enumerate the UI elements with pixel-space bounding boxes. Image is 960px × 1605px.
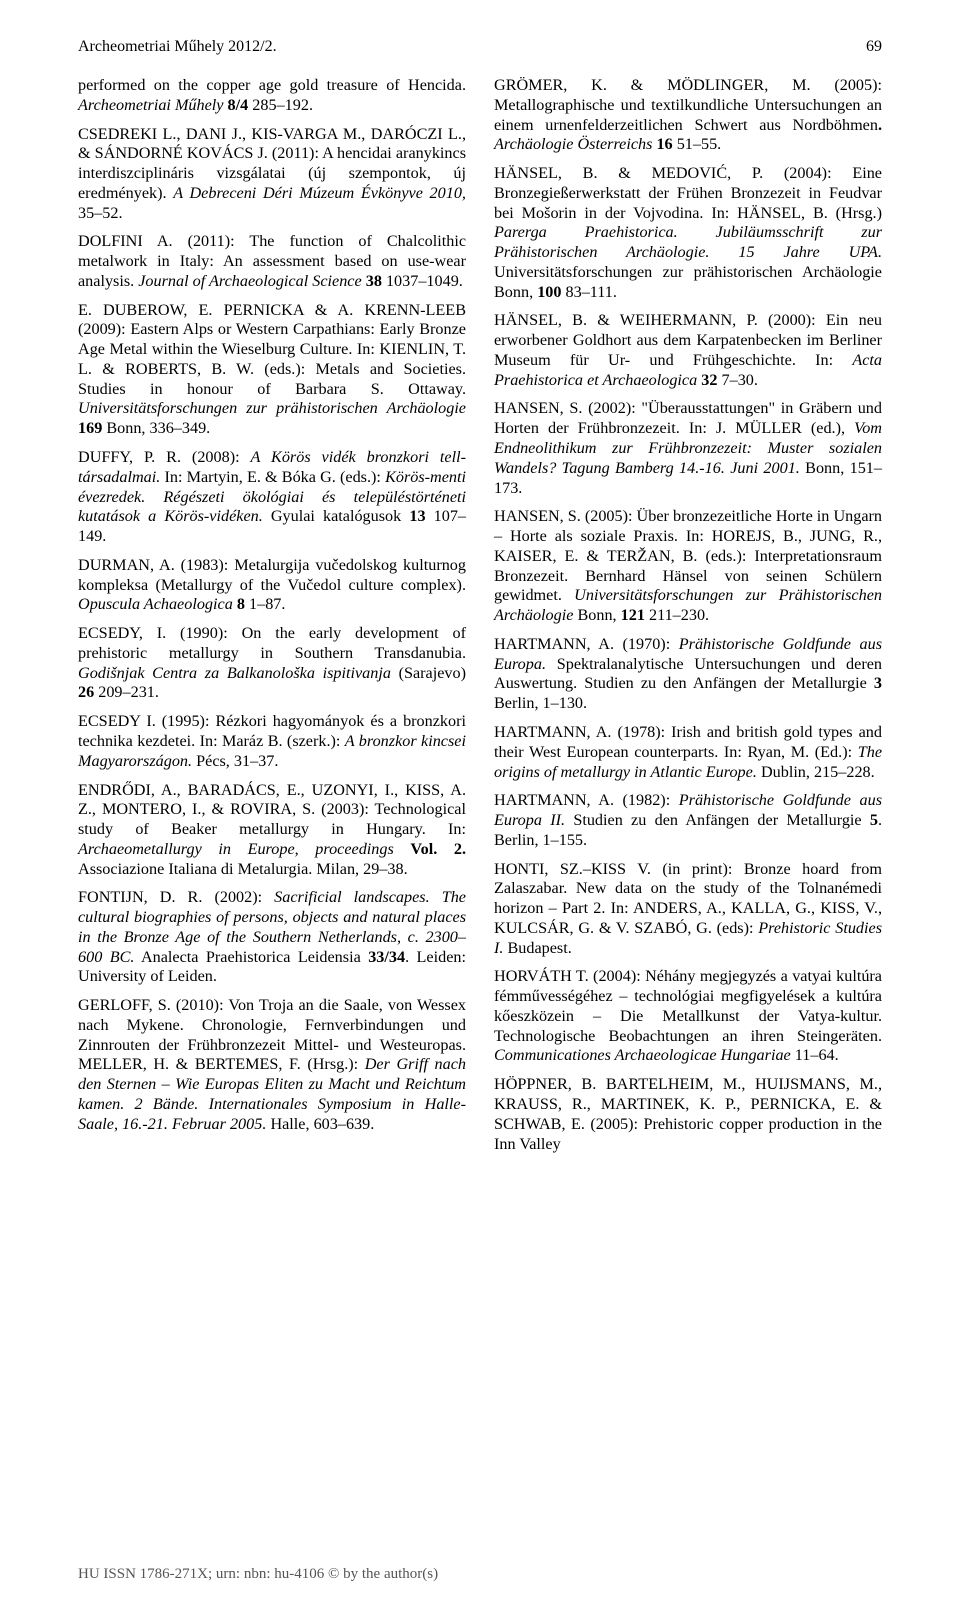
reference-entry: performed on the copper age gold treasur… bbox=[78, 76, 466, 116]
reference-entry: DOLFINI A. (2011): The function of Chalc… bbox=[78, 232, 466, 291]
reference-entry: HÖPPNER, B. BARTELHEIM, M., HUIJSMANS, M… bbox=[494, 1075, 882, 1154]
reference-entry: DURMAN, A. (1983): Metalurgija vučedolsk… bbox=[78, 556, 466, 615]
reference-entry: HANSEN, S. (2005): Über bronzezeitliche … bbox=[494, 507, 882, 626]
reference-entry: FONTIJN, D. R. (2002): Sacrificial lands… bbox=[78, 888, 466, 987]
reference-entry: DUFFY, P. R. (2008): A Körös vidék bronz… bbox=[78, 448, 466, 547]
reference-entry: HORVÁTH T. (2004): Néhány megjegyzés a v… bbox=[494, 967, 882, 1066]
right-column: GRÖMER, K. & MÖDLINGER, M. (2005): Metal… bbox=[494, 76, 882, 1163]
reference-entry: CSEDREKI L., DANI J., KIS-VARGA M., DARÓ… bbox=[78, 125, 466, 224]
page-number: 69 bbox=[866, 38, 882, 56]
reference-entry: E. DUBEROW, E. PERNICKA & A. KRENN-LEEB … bbox=[78, 301, 466, 439]
left-column: performed on the copper age gold treasur… bbox=[78, 76, 466, 1163]
reference-entry: GERLOFF, S. (2010): Von Troja an die Saa… bbox=[78, 996, 466, 1134]
header-left: Archeometriai Műhely 2012/2. bbox=[78, 38, 277, 56]
reference-entry: HARTMANN, A. (1982): Prähistorische Gold… bbox=[494, 791, 882, 850]
reference-entry: HÄNSEL, B. & MEDOVIĆ, P. (2004): Eine Br… bbox=[494, 164, 882, 302]
reference-entry: HARTMANN, A. (1978): Irish and british g… bbox=[494, 723, 882, 782]
reference-entry: HANSEN, S. (2002): "Überausstattungen" i… bbox=[494, 399, 882, 498]
reference-entry: ECSEDY, I. (1990): On the early developm… bbox=[78, 624, 466, 703]
running-header: Archeometriai Műhely 2012/2. 69 bbox=[78, 38, 882, 56]
reference-entry: ECSEDY I. (1995): Rézkori hagyományok és… bbox=[78, 712, 466, 771]
reference-entry: HÄNSEL, B. & WEIHERMANN, P. (2000): Ein … bbox=[494, 311, 882, 390]
reference-entry: GRÖMER, K. & MÖDLINGER, M. (2005): Metal… bbox=[494, 76, 882, 155]
page: Archeometriai Műhely 2012/2. 69 performe… bbox=[0, 0, 960, 1605]
text-columns: performed on the copper age gold treasur… bbox=[78, 76, 882, 1163]
footer-issn: HU ISSN 1786-271X; urn: nbn: hu-4106 © b… bbox=[78, 1566, 438, 1583]
reference-entry: ENDRŐDI, A., BARADÁCS, E., UZONYI, I., K… bbox=[78, 781, 466, 880]
reference-entry: HONTI, SZ.–KISS V. (in print): Bronze ho… bbox=[494, 860, 882, 959]
reference-entry: HARTMANN, A. (1970): Prähistorische Gold… bbox=[494, 635, 882, 714]
